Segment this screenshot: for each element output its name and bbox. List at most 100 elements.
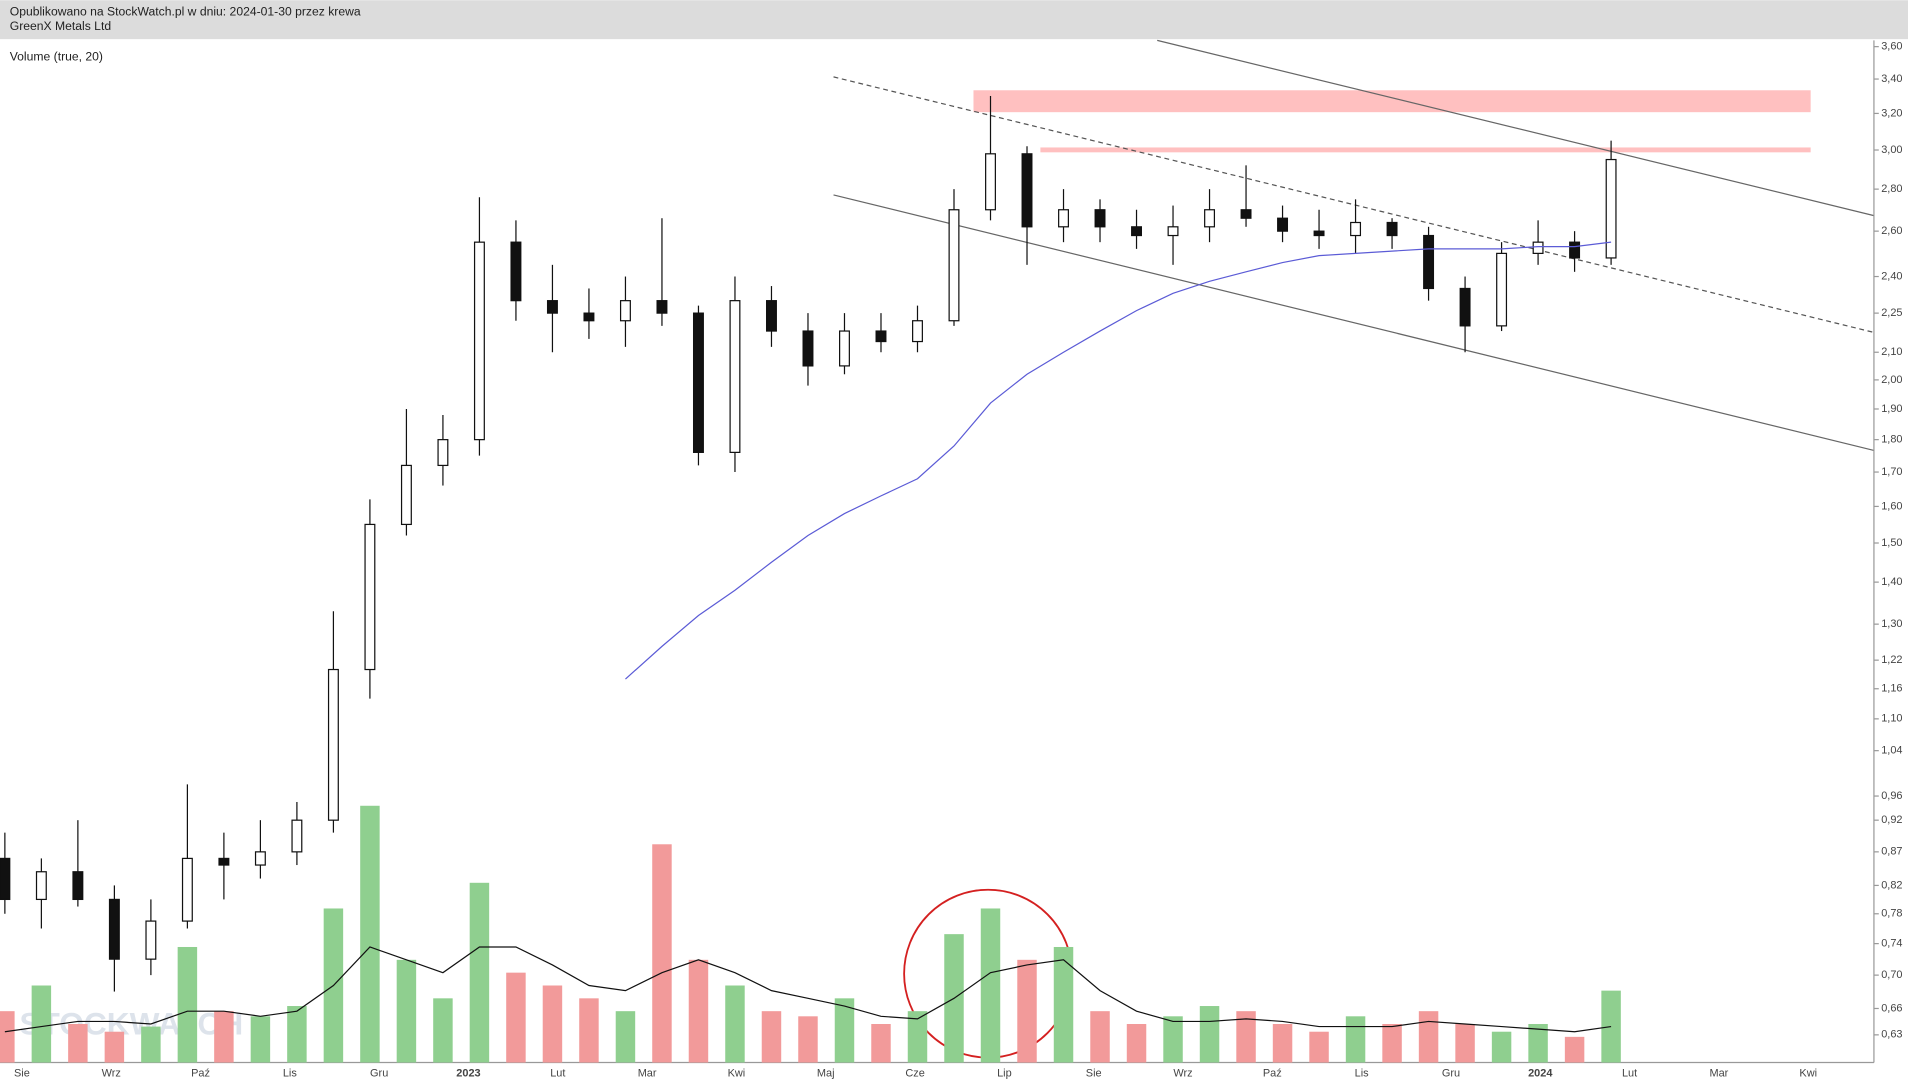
candle-body [291, 819, 303, 853]
x-tick-label: Maj [817, 1067, 835, 1079]
x-tick-label: Sie [14, 1067, 30, 1079]
candle-body [1131, 226, 1143, 237]
trend-line [833, 194, 1875, 452]
trend-line [1157, 39, 1875, 217]
volume-bar [1491, 1031, 1512, 1063]
x-tick-label: Kwi [728, 1067, 746, 1079]
x-tick-label: 2024 [1528, 1067, 1553, 1079]
chart-subtitle: GreenX Metals Ltd [10, 19, 111, 33]
y-tick-label: 3,40 [1881, 73, 1902, 85]
volume-bar [1601, 990, 1621, 1063]
volume-bar [214, 1011, 234, 1063]
candle-body [0, 857, 11, 901]
volume-bar [506, 972, 526, 1063]
y-tick-label: 1,40 [1881, 576, 1902, 588]
volume-bar [1126, 1024, 1147, 1063]
volume-bar [1418, 1011, 1439, 1063]
y-tick-label: 3,20 [1881, 107, 1902, 119]
volume-bar [68, 1024, 88, 1063]
volume-bar [433, 998, 453, 1063]
candle-body [1532, 241, 1544, 254]
candle-body [619, 300, 631, 322]
candle-body [327, 668, 339, 821]
x-tick-label: Lip [997, 1067, 1012, 1079]
y-tick-label: 2,25 [1881, 307, 1902, 319]
volume-bar [469, 882, 490, 1063]
volume-bar [31, 985, 52, 1063]
volume-bar [104, 1031, 125, 1063]
y-tick-label: 2,00 [1881, 374, 1902, 386]
y-tick-label: 2,40 [1881, 270, 1902, 282]
candle-body [546, 300, 558, 314]
resistance-zone [973, 90, 1811, 113]
chart-title: Opublikowano na StockWatch.pl w dniu: 20… [10, 5, 361, 19]
y-tick-label: 0,82 [1881, 879, 1902, 891]
volume-bar [360, 805, 380, 1063]
y-tick-label: 1,30 [1881, 618, 1902, 630]
candle-body [400, 464, 412, 526]
volume-ma-line [4, 946, 1612, 1033]
volume-bar [141, 1026, 161, 1063]
x-tick-label: Lut [1622, 1067, 1637, 1079]
candle-body [912, 320, 923, 343]
candle-body [692, 312, 704, 453]
x-tick-label: Lis [1355, 1067, 1370, 1079]
y-tick-label: 0,92 [1881, 814, 1902, 826]
candle-body [181, 857, 193, 922]
candle-body [72, 871, 84, 901]
x-tick-label: Lis [283, 1067, 298, 1079]
y-tick-label: 3,00 [1881, 144, 1902, 156]
volume-bar [1090, 1011, 1110, 1063]
x-tick-label: Gru [370, 1067, 388, 1079]
volume-bar [579, 998, 599, 1063]
x-tick-label: Paź [191, 1067, 210, 1079]
candle-body [364, 523, 376, 671]
y-tick-label: 1,70 [1881, 466, 1902, 478]
candle-body [1058, 209, 1069, 228]
volume-bar [1345, 1016, 1366, 1063]
y-tick-label: 0,74 [1881, 938, 1902, 950]
volume-bar [761, 1011, 782, 1063]
x-tick-label: Lut [550, 1067, 565, 1079]
candle-body [437, 439, 449, 467]
candle-body [1569, 241, 1581, 259]
volume-bar [907, 1011, 928, 1063]
candle-body [583, 312, 595, 322]
candle-body [802, 330, 814, 367]
volume-label: Volume (true, 20) [10, 50, 103, 64]
volume-bar [250, 1016, 271, 1063]
candle-body [1423, 234, 1435, 290]
candle-body [839, 330, 850, 367]
volume-bar [980, 908, 1001, 1063]
volume-bar [1199, 1006, 1220, 1063]
volume-bar [688, 959, 709, 1063]
candle-body [1496, 252, 1508, 327]
volume-bar [1163, 1016, 1183, 1063]
y-tick-label: 2,80 [1881, 183, 1902, 195]
volume-bar [725, 985, 745, 1063]
y-tick-label: 0,70 [1881, 969, 1902, 981]
candle-body [108, 898, 120, 960]
volume-bar [542, 985, 563, 1063]
candle-body [985, 153, 996, 211]
candle-body [1386, 221, 1398, 237]
y-tick-label: 0,87 [1881, 846, 1902, 858]
volume-bar [834, 998, 855, 1063]
volume-bar [0, 1011, 15, 1063]
candle-body [875, 330, 887, 343]
resistance-line [1040, 147, 1811, 153]
x-tick-label: Wrz [102, 1067, 121, 1079]
x-tick-label: Cze [905, 1067, 924, 1079]
volume-bar [1236, 1011, 1256, 1063]
volume-bar [1053, 946, 1074, 1063]
header-bar [0, 0, 1908, 40]
volume-bar [1272, 1024, 1293, 1063]
candle-body [145, 920, 157, 960]
volume-bar [396, 959, 417, 1063]
candle-body [1459, 287, 1471, 327]
x-tick-label: Sie [1086, 1067, 1102, 1079]
volume-bar [287, 1006, 307, 1063]
candle-body [729, 300, 741, 453]
